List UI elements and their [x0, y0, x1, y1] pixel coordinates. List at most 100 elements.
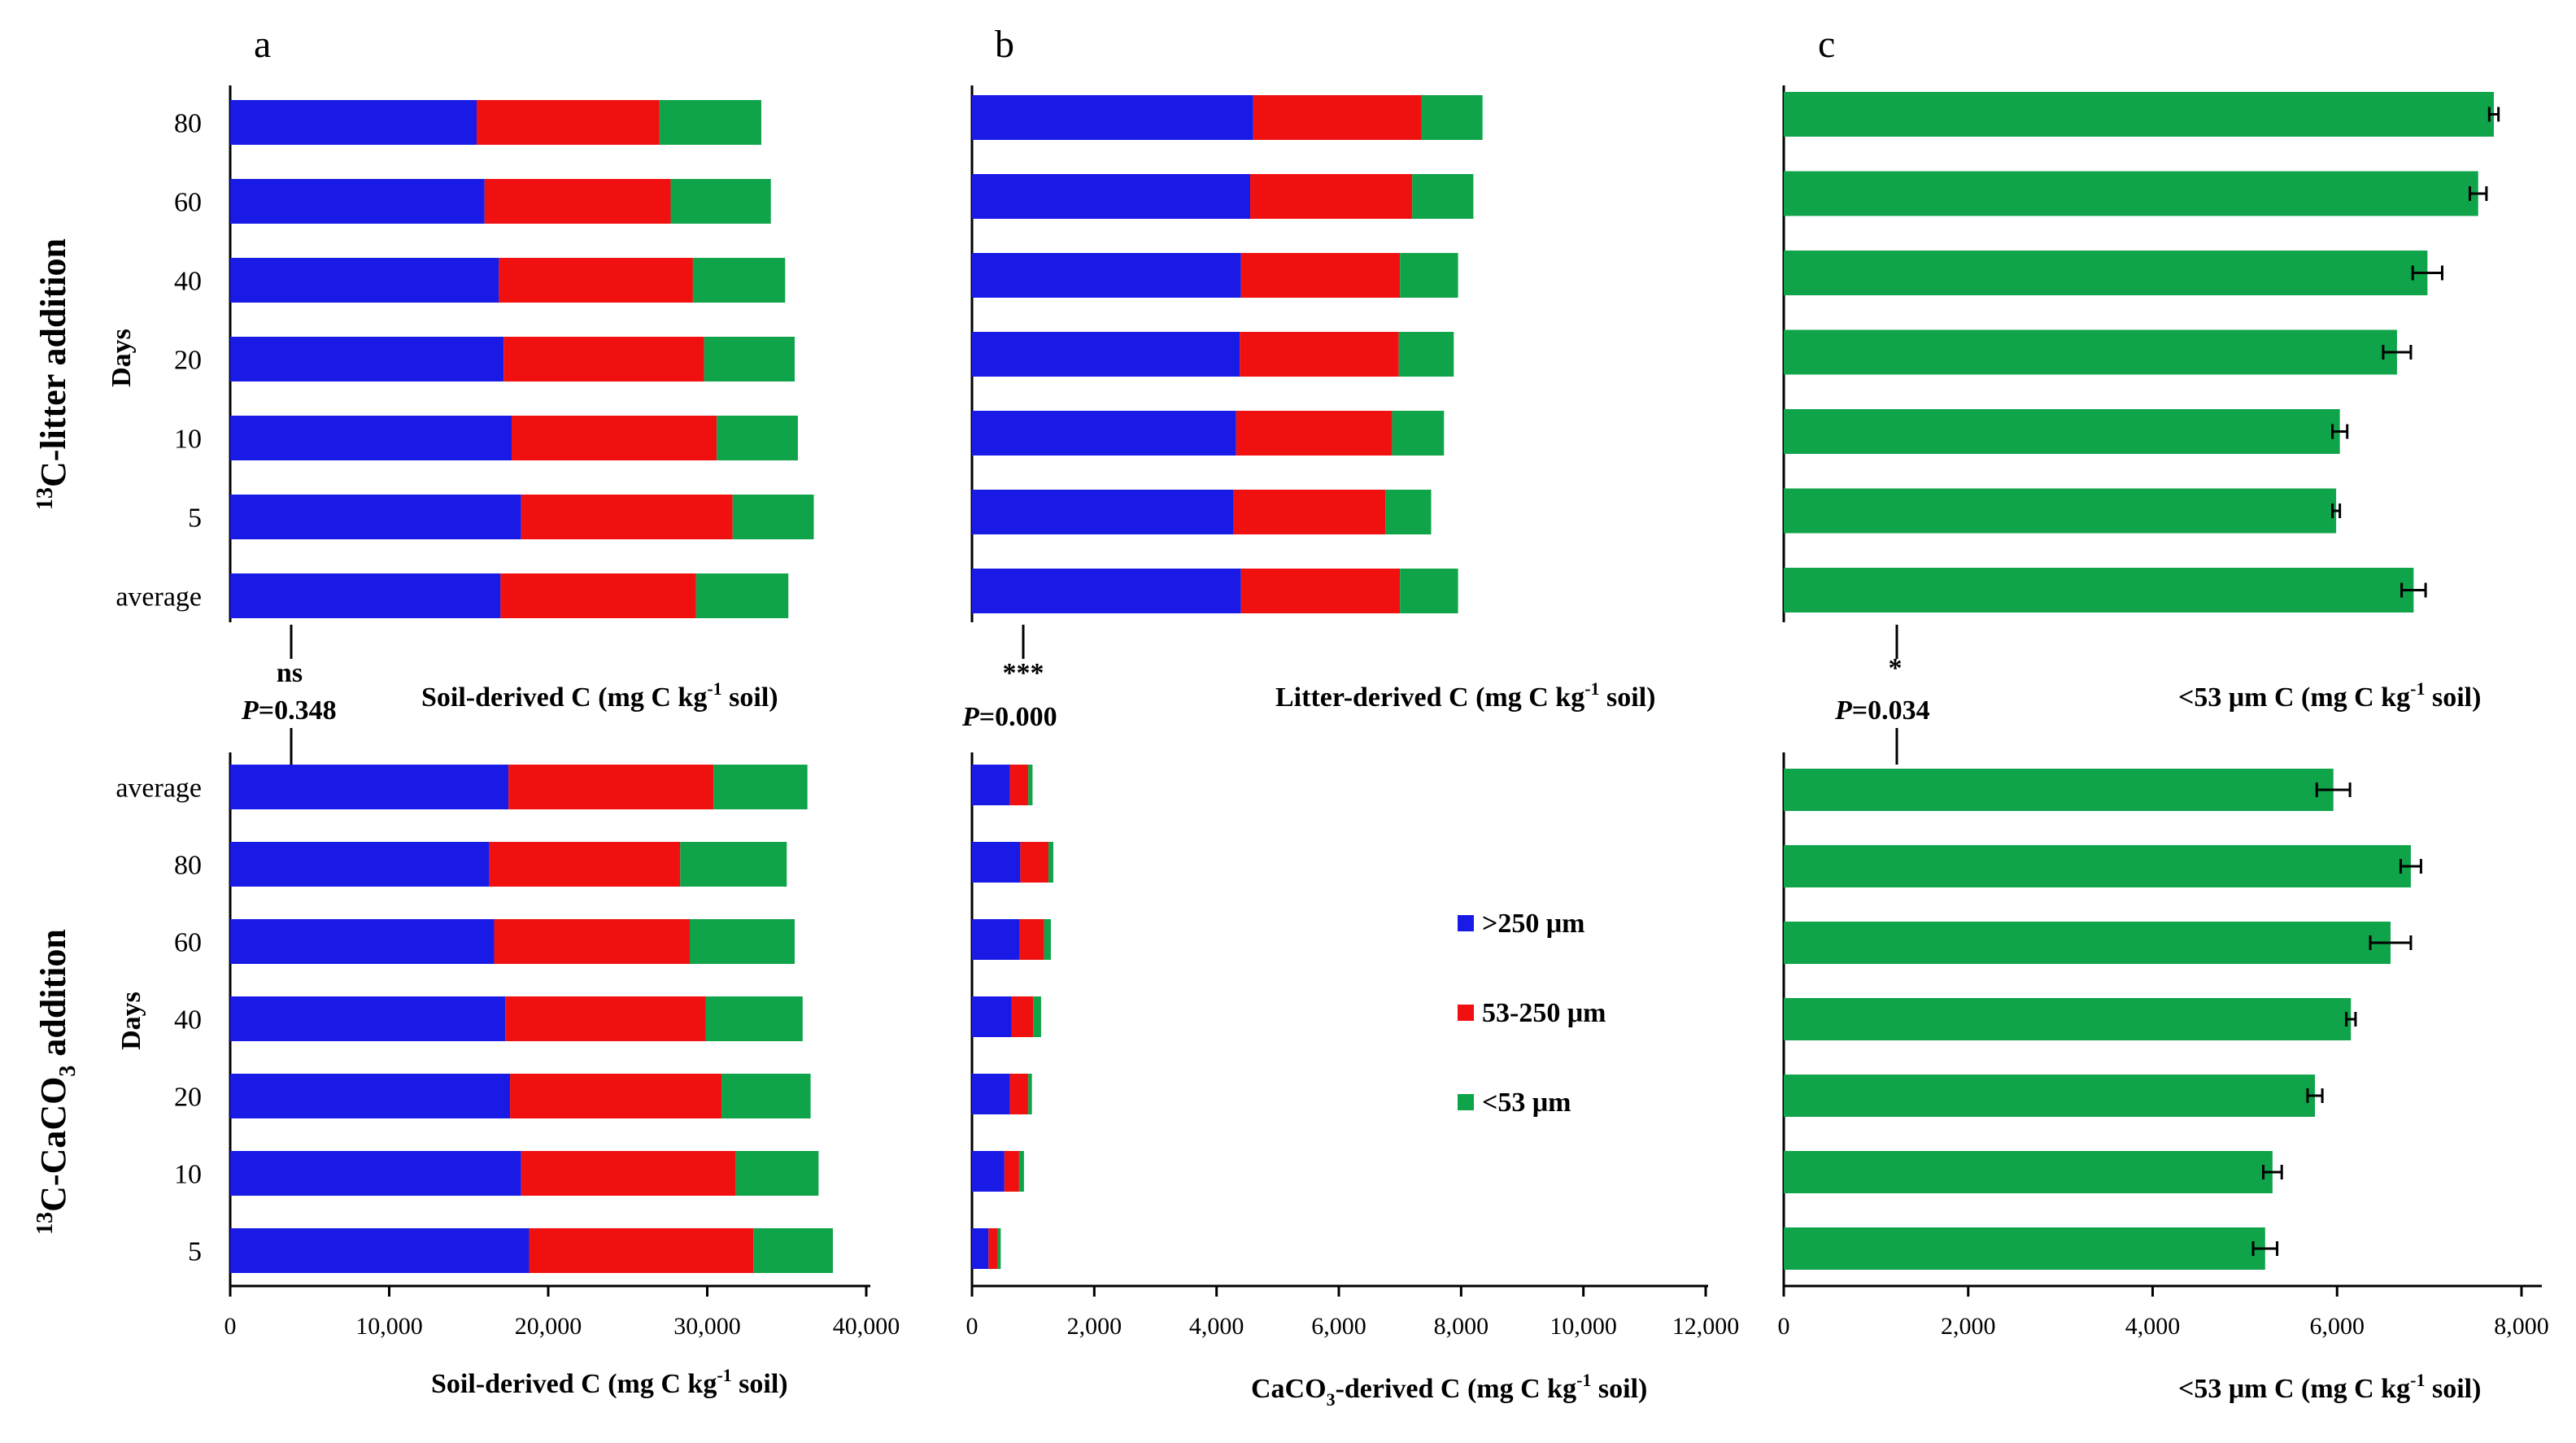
litter-days-label: Days [107, 329, 137, 387]
bar-a-caco3-5-53250m [529, 1228, 754, 1273]
bar-a-litter-10-250m [230, 416, 512, 460]
bar-b-caco3-60-250m [972, 919, 1020, 960]
litter-group-title: 13C-litter addition [33, 238, 73, 510]
bar-a-litter-60-53m [670, 179, 771, 224]
bar-c-litter-80-53m [1784, 92, 2494, 137]
bar-b-caco3-80-53m [1048, 842, 1053, 883]
xlabel-c-litter-sup: -1 [2410, 678, 2425, 699]
bar-b-caco3-10-53m [1018, 1151, 1024, 1192]
bar-a-litter-5-250m [230, 495, 521, 539]
caco3-title-tail: addition [33, 929, 73, 1066]
bar-b-caco3-40-53250m [1011, 996, 1034, 1037]
bar-b-caco3-20-53250m [1009, 1074, 1029, 1114]
bar-a-caco3-60-250m [230, 919, 495, 964]
x-tick-label: 2,000 [1067, 1313, 1122, 1340]
bar-b-caco3-80-53250m [1020, 842, 1048, 883]
bar-b-litter-80-250m [972, 95, 1253, 140]
bar-b-caco3-40-250m [972, 996, 1012, 1037]
bar-a-caco3-5-250m [230, 1228, 530, 1273]
legend-swatch-53-250 [1458, 1005, 1474, 1021]
litter-title-sup: 13 [33, 487, 58, 510]
bar-c-caco3-40-53m [1784, 998, 2352, 1040]
xlabel-c-caco3: <53 μm C (mg C kg-1 soil) [2178, 1370, 2481, 1404]
bar-b-caco3-average-53250m [1009, 765, 1029, 805]
x-tick-label: 8,000 [2494, 1313, 2549, 1340]
xlabel-b-caco3-text2: -derived C (mg C kg [1336, 1374, 1577, 1404]
sig-p-a-value: =0.348 [259, 695, 337, 726]
bar-b-litter-average-250m [972, 569, 1241, 613]
bar-b-litter-40-53250m [1240, 253, 1401, 298]
bar-b-caco3-average-53m [1028, 765, 1033, 805]
bar-c-caco3-80-53m [1784, 845, 2411, 887]
category-label: 10 [174, 425, 202, 455]
bar-b-litter-80-53m [1421, 95, 1483, 140]
bar-a-litter-average-53250m [500, 573, 696, 618]
legend-swatch-gt250 [1458, 915, 1474, 931]
sig-mark-c: * [1889, 653, 1903, 683]
x-tick-label: 0 [966, 1313, 979, 1340]
bar-a-litter-40-53m [692, 258, 786, 303]
bar-b-litter-10-53250m [1236, 411, 1393, 456]
bar-a-litter-60-53250m [484, 179, 671, 224]
category-label: 5 [188, 504, 202, 534]
xlabel-a-caco3-text: Soil-derived C (mg C kg [431, 1369, 717, 1399]
bar-a-litter-80-53m [659, 100, 761, 145]
xlabel-b-caco3: CaCO3-derived C (mg C kg-1 soil) [1251, 1370, 1647, 1410]
panel-a-caco3: average 80 60 40 20 10 5 0 10,000 20,000 30,000 40,… [116, 765, 900, 1340]
bar-a-caco3-average-250m [230, 765, 509, 809]
bar-b-litter-40-250m [972, 253, 1241, 298]
panel-c-caco3: 0 2,000 4,000 6,000 8,000 [1778, 769, 2549, 1340]
bar-b-litter-average-53m [1400, 569, 1458, 613]
bar-b-caco3-20-53m [1028, 1074, 1032, 1114]
category-label: 20 [174, 346, 202, 376]
x-tick-label: 4,000 [2125, 1313, 2181, 1340]
bar-a-litter-20-250m [230, 337, 504, 381]
bar-b-litter-20-53m [1398, 332, 1454, 377]
category-label: 20 [174, 1083, 202, 1113]
legend-swatch-lt53 [1458, 1094, 1474, 1110]
bar-c-litter-average-53m [1784, 568, 2414, 613]
bar-c-caco3-60-53m [1784, 922, 2391, 964]
legend-label-53-250: 53-250 μm [1482, 998, 1606, 1028]
bar-a-litter-80-250m [230, 100, 477, 145]
xlabel-a-litter-text: Soil-derived C (mg C kg [421, 682, 707, 713]
bar-c-caco3-5-53m [1784, 1227, 2265, 1270]
xlabel-a-litter-tail: soil) [722, 682, 778, 713]
legend-label-lt53: <53 μm [1482, 1088, 1571, 1118]
bar-a-caco3-20-53250m [510, 1074, 722, 1118]
bar-b-caco3-60-53250m [1019, 919, 1044, 960]
xlabel-b-caco3-sub: 3 [1327, 1389, 1336, 1410]
bar-b-litter-20-53250m [1240, 332, 1399, 377]
bar-a-litter-5-53250m [521, 495, 733, 539]
bar-c-litter-20-53m [1784, 329, 2397, 375]
bar-a-litter-40-250m [230, 258, 499, 303]
bar-c-litter-60-53m [1784, 171, 2478, 216]
x-tick-label: 40,000 [833, 1313, 900, 1340]
sig-p-a-letter: P [241, 695, 259, 726]
bar-a-litter-60-250m [230, 179, 485, 224]
sig-p-a: P=0.348 [241, 695, 337, 726]
bar-b-caco3-60-53m [1044, 919, 1051, 960]
xlabel-b-caco3-sup: -1 [1576, 1370, 1591, 1390]
legend: >250 μm 53-250 μm <53 μm [1458, 909, 1606, 1118]
bar-a-caco3-10-53250m [521, 1151, 736, 1196]
caco3-title-sup: 13 [33, 1212, 58, 1235]
category-label: 80 [174, 851, 202, 881]
caco3-title-text: C-CaCO [33, 1077, 73, 1212]
panel-label-c: c [1818, 23, 1835, 66]
bar-a-caco3-5-53m [753, 1228, 833, 1273]
x-tick-label: 12,000 [1672, 1313, 1740, 1340]
bar-b-caco3-average-250m [972, 765, 1010, 805]
bar-b-caco3-20-250m [972, 1074, 1010, 1114]
bar-b-litter-5-53250m [1233, 490, 1386, 534]
xlabel-c-caco3-text: <53 μm C (mg C kg [2178, 1374, 2410, 1404]
bar-a-caco3-10-250m [230, 1151, 521, 1196]
bar-a-litter-average-53m [695, 573, 789, 618]
bar-a-caco3-average-53m [713, 765, 808, 809]
bar-a-caco3-average-53250m [508, 765, 714, 809]
category-label: 40 [174, 1005, 202, 1035]
bar-c-litter-5-53m [1784, 488, 2337, 534]
xlabel-b-litter: Litter-derived C (mg C kg-1 soil) [1275, 678, 1656, 713]
bar-a-caco3-40-250m [230, 996, 506, 1041]
